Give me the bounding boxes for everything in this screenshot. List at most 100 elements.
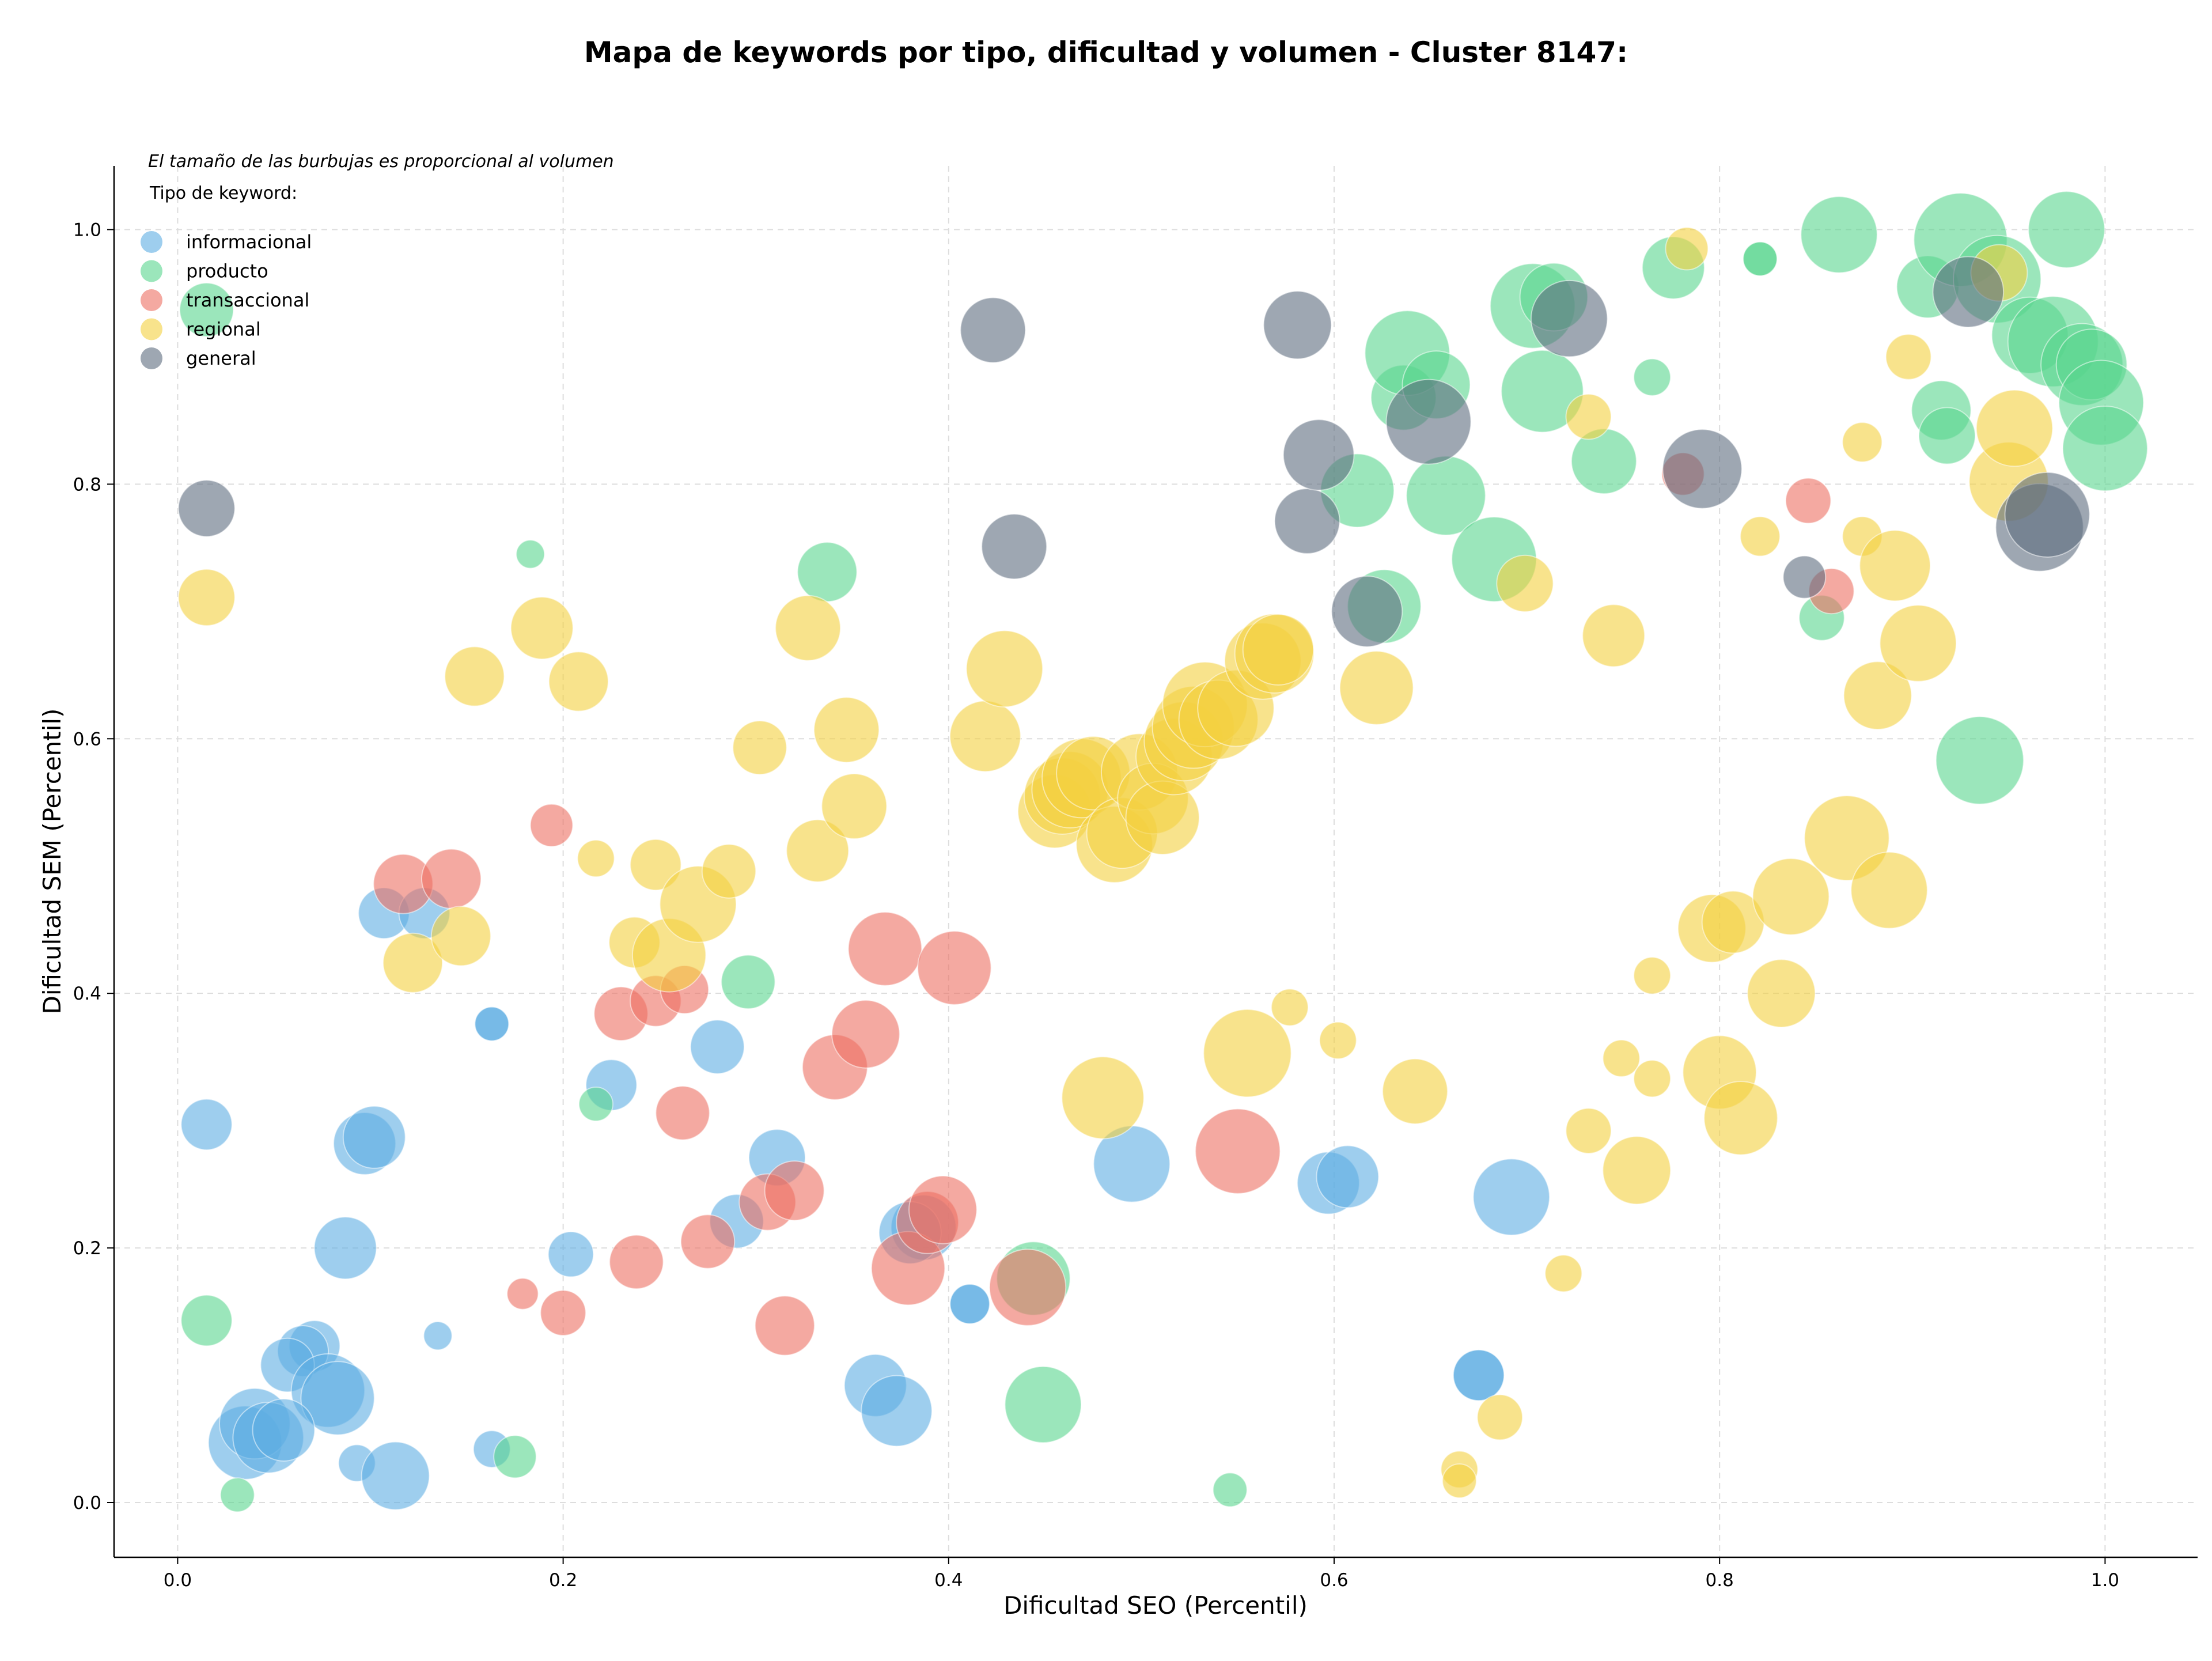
bubble-producto [219,1477,255,1513]
bubble-transaccional [917,930,992,1005]
y-tick-label: 0.4 [73,983,101,1004]
bubble-regional [1859,529,1931,602]
bubble-regional [1843,661,1912,730]
axes [113,166,2198,1558]
bubble-regional [1602,1136,1672,1205]
bubble-regional [1476,1394,1524,1441]
legend-marker-producto [141,260,162,282]
bubble-regional [1850,852,1928,929]
bubble-informacional [861,1375,933,1447]
legend-marker-informacional [141,231,162,253]
y-tick-label: 0.8 [73,474,101,495]
bubble-regional [1565,394,1612,440]
bubble-general [1274,488,1340,554]
bubble-regional [430,906,491,967]
bubble-transaccional [988,1248,1067,1326]
bubble-informacional [180,1098,233,1151]
ticks: 0.0 0.2 0.4 0.6 0.8 1.0 0.0 0.2 0.4 0.6 0.8 1.0 [73,220,2119,1591]
chart-title: Mapa de keywords por tipo, dificultad y … [584,36,1628,69]
bubble-regional [548,651,609,712]
bubble-regional [1740,516,1781,557]
bubble-regional [444,646,505,707]
x-tick-label: 0.2 [549,1570,577,1591]
bubble-regional [1752,858,1830,936]
bubble-transaccional [847,911,923,986]
bubble-regional [1442,1463,1477,1499]
bubble-regional [1203,1009,1292,1098]
bubble-informacional [423,1321,453,1350]
bubble-transaccional [529,803,574,847]
bubble-general [1782,555,1827,599]
legend-title: Tipo de keyword: [149,183,297,203]
bubble-regional [1842,422,1883,463]
bubble-regional [382,932,444,993]
bubble-general [1932,256,2005,328]
bubble-size-note: El tamaño de las burbujas es proporciona… [148,152,614,172]
bubble-informacional [949,1284,990,1325]
bubble-transaccional [609,1234,664,1289]
y-tick-label: 0.0 [73,1493,101,1514]
bubble-producto [797,542,858,603]
bubble-regional [1339,650,1414,725]
bubble-informacional [313,1216,377,1280]
bubble-informacional [342,1106,406,1169]
bubble-transaccional [1785,477,1832,524]
bubble-general [1331,576,1403,648]
bubble-transaccional [421,848,482,909]
bubble-regional [949,700,1021,773]
y-axis-label: Dificultad SEM (Percentil) [38,709,66,1015]
legend-label-transaccional: transaccional [186,289,309,311]
bubble-regional [177,569,236,626]
bubble-regional [1319,1021,1357,1060]
legend-marker-regional [141,318,162,340]
bubble-producto [516,539,546,569]
legend-label-regional: regional [186,319,261,340]
bubble-informacional [1452,1349,1505,1402]
bubble-regional [1703,1081,1778,1156]
bubble-informacional [361,1441,430,1511]
bubble-regional [1747,959,1816,1028]
bubble-producto [578,1087,613,1122]
bubble-informacional [474,1006,510,1042]
legend-marker-general [141,347,162,369]
bubble-regional [775,595,841,661]
bubble-producto [1918,407,1976,465]
bubble-general [1531,279,1608,358]
bubble-regional [510,596,574,660]
legend-label-producto: producto [186,260,268,282]
bubble-regional [1496,554,1554,612]
bubble-producto [493,1435,537,1479]
bubble-producto [2028,191,2105,268]
bubble-regional [1633,956,1672,995]
bubble-general [1263,290,1332,360]
bubble-transaccional [540,1289,586,1337]
bubble-producto [1800,196,1878,274]
bubble-general [1662,429,1743,509]
bubble-regional [1665,226,1709,271]
bubble-transaccional [908,1175,978,1244]
bubble-producto [1633,358,1672,396]
bubble-regional [1544,1254,1583,1293]
bubble-transaccional [506,1277,539,1310]
x-axis-label: Dificultad SEO (Percentil) [1003,1591,1308,1620]
bubble-informacional [547,1231,594,1278]
y-tick-label: 0.6 [73,729,101,750]
legend: Tipo de keyword: informacional producto tr… [141,183,312,369]
bubble-regional [1885,334,1932,380]
bubble-regional [630,838,682,891]
series-regional [177,226,2054,1499]
bubble-regional [701,843,757,899]
x-tick-label: 0.6 [1320,1570,1348,1591]
series-informacional [180,887,1551,1511]
bubble-transaccional [754,1295,815,1356]
bubble-regional [813,697,880,763]
bubble-general [2004,471,2090,558]
bubble-producto [2062,406,2148,491]
bubble-producto [1212,1472,1248,1508]
bubble-informacional [1472,1158,1551,1236]
bubble-regional [577,839,615,877]
bubble-regional [1382,1058,1448,1125]
legend-label-general: general [186,347,256,369]
bubble-informacional [1316,1145,1380,1209]
